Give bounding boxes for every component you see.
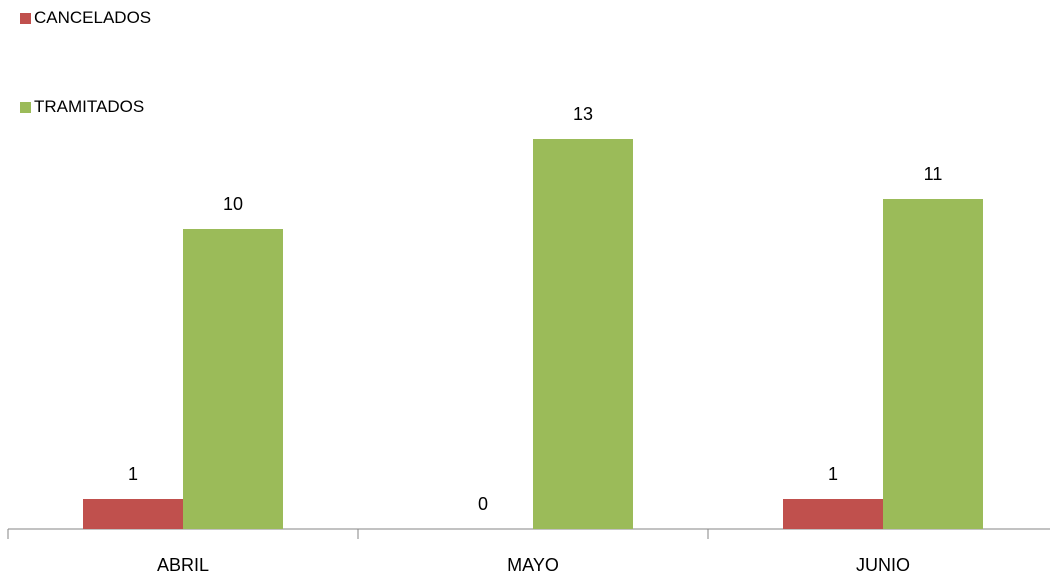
legend-label-cancelados: CANCELADOS [34,8,152,27]
x-tick-label: JUNIO [856,555,910,575]
x-tick-label: ABRIL [157,555,209,575]
data-label-cancelados: 1 [128,464,138,484]
data-label-cancelados: 1 [828,464,838,484]
legend-swatch-cancelados [20,12,31,24]
x-tick-label: MAYO [507,555,559,575]
bar-cancelados [83,499,183,529]
data-label-cancelados: 0 [478,494,488,514]
bar-tramitados [883,199,983,529]
legend-swatch-tramitados [20,101,31,113]
bar-cancelados [783,499,883,529]
data-label-tramitados: 10 [223,194,243,214]
bar-tramitados [183,229,283,529]
legend-item-tramitados: TRAMITADOS [20,97,144,117]
data-label-tramitados: 11 [924,164,943,184]
legend-item-cancelados: CANCELADOS [20,8,151,28]
data-label-tramitados: 13 [573,104,593,124]
bar-tramitados [533,139,633,529]
legend-label-tramitados: TRAMITADOS [34,97,145,116]
